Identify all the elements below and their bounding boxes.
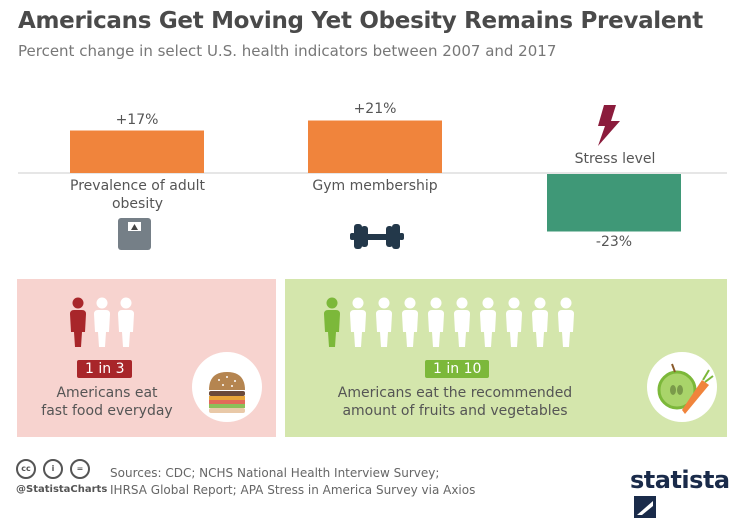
apple-carrot-icon bbox=[647, 352, 717, 422]
twitter-handle[interactable]: @StatistaCharts bbox=[16, 484, 108, 495]
person-icon bbox=[94, 297, 110, 347]
person-icon bbox=[558, 297, 574, 347]
people-row bbox=[69, 297, 135, 347]
bar-0 bbox=[70, 130, 204, 173]
person-icon bbox=[350, 297, 366, 347]
person-icon bbox=[428, 297, 444, 347]
data-label-stress: -23% bbox=[595, 234, 633, 250]
data-label-gym: +21% bbox=[353, 101, 397, 117]
category-label-gym: Gym membership bbox=[312, 178, 438, 194]
person-icon bbox=[402, 297, 418, 347]
dumbbell-icon bbox=[350, 224, 404, 249]
person-icon bbox=[532, 297, 548, 347]
scale-icon bbox=[118, 218, 151, 250]
attribution-icon: i bbox=[43, 459, 63, 479]
person-icon bbox=[506, 297, 522, 347]
fast-food-badge: 1 in 3 bbox=[77, 360, 133, 378]
no-derivatives-icon: = bbox=[70, 459, 90, 479]
statista-logo[interactable]: statista bbox=[630, 466, 744, 522]
bar-1 bbox=[308, 120, 442, 173]
statista-logo-mark bbox=[634, 496, 656, 518]
cc-icon: cc bbox=[16, 459, 36, 479]
chart-title: Americans Get Moving Yet Obesity Remains… bbox=[18, 8, 703, 34]
chart-subtitle: Percent change in select U.S. health ind… bbox=[18, 42, 557, 60]
data-label-obesity: +17% bbox=[115, 112, 159, 128]
person-icon bbox=[324, 297, 340, 347]
category-label-obesity: Prevalence of adult obesity bbox=[70, 178, 205, 212]
person-icon bbox=[454, 297, 470, 347]
fruits-text: Americans eat the recommended amount of f… bbox=[337, 385, 573, 419]
burger-icon bbox=[192, 352, 262, 422]
lightning-icon bbox=[598, 105, 620, 146]
person-icon bbox=[70, 297, 86, 347]
fast-food-text: Americans eat fast food everyday bbox=[41, 385, 173, 419]
person-icon bbox=[480, 297, 496, 347]
fruits-panel: 1 in 10 Americans eat the recommended amo… bbox=[285, 279, 727, 437]
person-icon bbox=[118, 297, 134, 347]
fruits-badge: 1 in 10 bbox=[425, 360, 490, 378]
people-row bbox=[323, 297, 575, 347]
sources: Sources: CDC; NCHS National Health Inter… bbox=[110, 466, 476, 497]
person-icon bbox=[376, 297, 392, 347]
bar-chart bbox=[18, 105, 727, 250]
fast-food-panel: 1 in 3 Americans eat fast food everyday bbox=[17, 279, 276, 437]
bar-2 bbox=[547, 174, 681, 232]
category-label-stress: Stress level bbox=[574, 151, 656, 167]
